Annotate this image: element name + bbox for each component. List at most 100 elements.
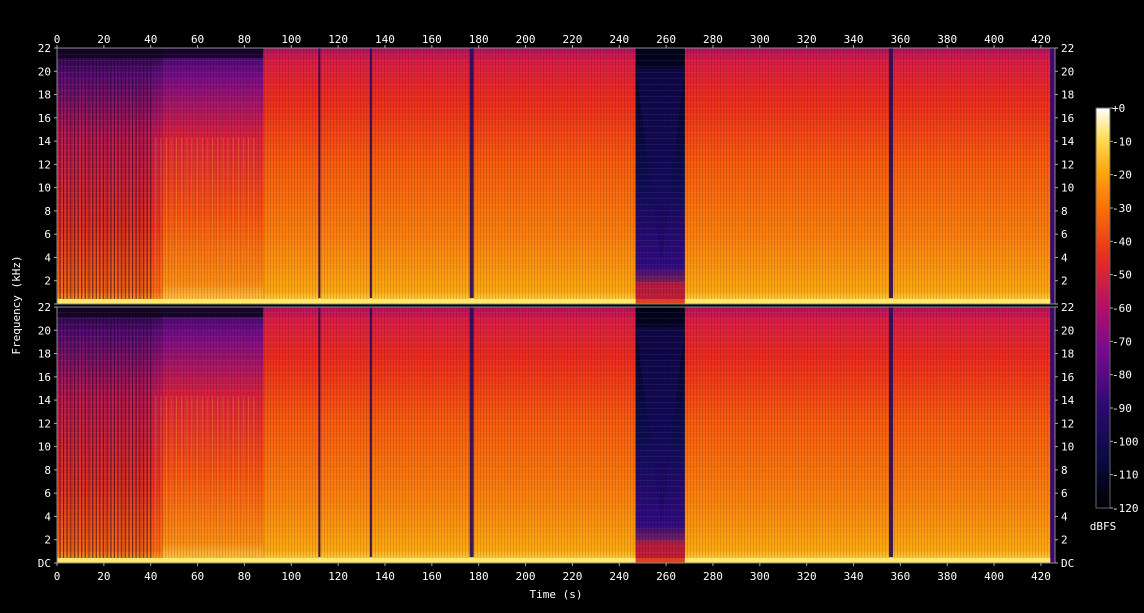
y-tick-label: 18 bbox=[1061, 348, 1074, 361]
y-tick-label: 2 bbox=[44, 534, 51, 547]
plot-frame-1 bbox=[56, 47, 1056, 305]
x-tick-label: 240 bbox=[609, 570, 629, 583]
x-tick-label: 260 bbox=[656, 570, 676, 583]
y-tick-label: 4 bbox=[44, 251, 51, 264]
x-tick-label: 340 bbox=[844, 33, 864, 46]
x-tick-label: 300 bbox=[750, 33, 770, 46]
y-tick-label: 4 bbox=[1061, 251, 1068, 264]
colorbar-tick-label: +0 bbox=[1112, 102, 1125, 115]
x-tick-label: 160 bbox=[422, 33, 442, 46]
temporal-texture bbox=[57, 48, 1055, 304]
x-tick-label: 180 bbox=[469, 33, 489, 46]
dropout-1 bbox=[318, 307, 321, 557]
dc-band-quiet bbox=[635, 299, 685, 304]
dc-band-quiet bbox=[635, 558, 685, 563]
y-tick-label: DC bbox=[38, 557, 51, 570]
y-tick-label: 2 bbox=[44, 275, 51, 288]
y-tick-label: 16 bbox=[1061, 112, 1074, 125]
x-tick-label: 60 bbox=[191, 570, 204, 583]
x-tick-label: 80 bbox=[238, 570, 251, 583]
y-tick-label: 22 bbox=[1061, 301, 1074, 314]
y-tick-label: 22 bbox=[1061, 42, 1074, 55]
x-tick-label: 380 bbox=[937, 33, 957, 46]
y-tick-label: 20 bbox=[38, 324, 51, 337]
channel-2-spectrogram bbox=[57, 307, 1055, 563]
y-tick-label: 6 bbox=[44, 228, 51, 241]
y-tick-label: 10 bbox=[38, 441, 51, 454]
x-tick-label: 280 bbox=[703, 33, 723, 46]
tail-fade bbox=[1050, 307, 1055, 563]
y-tick-label: 16 bbox=[1061, 371, 1074, 384]
y-tick-label: 8 bbox=[1061, 464, 1068, 477]
y-tick-label: 18 bbox=[38, 348, 51, 361]
y-tick-label: 8 bbox=[1061, 205, 1068, 218]
y-tick-label: 14 bbox=[38, 135, 52, 148]
x-tick-label: 400 bbox=[984, 570, 1004, 583]
y-tick-label: 6 bbox=[1061, 487, 1068, 500]
y-tick-label: 20 bbox=[38, 65, 51, 78]
y-axis-title: Frequency (kHz) bbox=[10, 255, 23, 354]
y-tick-label: 12 bbox=[1061, 417, 1074, 430]
colorbar-tick-label: -20 bbox=[1112, 169, 1132, 182]
colorbar-tick-label: -10 bbox=[1112, 135, 1132, 148]
x-tick-label: 340 bbox=[844, 570, 864, 583]
y-tick-label: 4 bbox=[44, 510, 51, 523]
x-tick-label: 100 bbox=[281, 570, 301, 583]
x-tick-label: 100 bbox=[281, 33, 301, 46]
x-tick-label: 280 bbox=[703, 570, 723, 583]
y-tick-label: 10 bbox=[38, 182, 51, 195]
colorbar-tick-label: -120 bbox=[1112, 502, 1139, 515]
x-tick-label: 40 bbox=[144, 33, 157, 46]
y-tick-label: 14 bbox=[1061, 394, 1075, 407]
colorbar-tick-label: -50 bbox=[1112, 269, 1132, 282]
y-tick-label: 22 bbox=[38, 301, 51, 314]
x-tick-label: 320 bbox=[797, 33, 817, 46]
colorbar-tick-label: -80 bbox=[1112, 369, 1132, 382]
colorbar-tick-label: -40 bbox=[1112, 235, 1132, 248]
colorbar-tick-label: -90 bbox=[1112, 402, 1132, 415]
y-tick-label: 18 bbox=[1061, 89, 1074, 102]
x-axis-title: Time (s) bbox=[530, 588, 583, 601]
x-tick-label: 20 bbox=[97, 33, 110, 46]
dropout-3 bbox=[469, 48, 474, 298]
x-tick-label: 180 bbox=[469, 570, 489, 583]
x-tick-label: 120 bbox=[328, 33, 348, 46]
x-tick-label: 360 bbox=[890, 33, 910, 46]
y-tick-label: 18 bbox=[38, 89, 51, 102]
dc-band bbox=[57, 558, 1055, 563]
y-tick-label: 16 bbox=[38, 371, 51, 384]
x-tick-label: 20 bbox=[97, 570, 110, 583]
temporal-texture bbox=[57, 307, 1055, 563]
y-tick-label: 12 bbox=[38, 417, 51, 430]
x-tick-label: 60 bbox=[191, 33, 204, 46]
x-tick-label: 120 bbox=[328, 570, 348, 583]
y-tick-label: 10 bbox=[1061, 182, 1074, 195]
channel-1-spectrogram bbox=[57, 48, 1055, 304]
x-tick-label: 360 bbox=[890, 570, 910, 583]
y-tick-label: 6 bbox=[1061, 228, 1068, 241]
x-tick-label: 220 bbox=[562, 33, 582, 46]
x-tick-label: 380 bbox=[937, 570, 957, 583]
colorbar-tick-label: -70 bbox=[1112, 335, 1132, 348]
y-tick-label: 6 bbox=[44, 487, 51, 500]
dropout-2 bbox=[369, 48, 372, 298]
dropout-1 bbox=[318, 48, 321, 298]
x-tick-label: 400 bbox=[984, 33, 1004, 46]
colorbar-gradient bbox=[1096, 108, 1110, 508]
x-tick-label: 240 bbox=[609, 33, 629, 46]
y-tick-label: 12 bbox=[1061, 158, 1074, 171]
tail-fade bbox=[1050, 48, 1055, 304]
dropout-3 bbox=[469, 307, 474, 557]
x-tick-label: 40 bbox=[144, 570, 157, 583]
y-tick-label: 20 bbox=[1061, 324, 1074, 337]
colorbar-tick-label: -110 bbox=[1112, 469, 1139, 482]
y-tick-label: 12 bbox=[38, 158, 51, 171]
x-tick-label: 260 bbox=[656, 33, 676, 46]
dropout-2 bbox=[369, 307, 372, 557]
colorbar-tick-label: -100 bbox=[1112, 435, 1139, 448]
y-tick-label: 8 bbox=[44, 205, 51, 218]
x-tick-label: 140 bbox=[375, 33, 395, 46]
x-tick-label: 80 bbox=[238, 33, 251, 46]
y-tick-label: 22 bbox=[38, 42, 51, 55]
